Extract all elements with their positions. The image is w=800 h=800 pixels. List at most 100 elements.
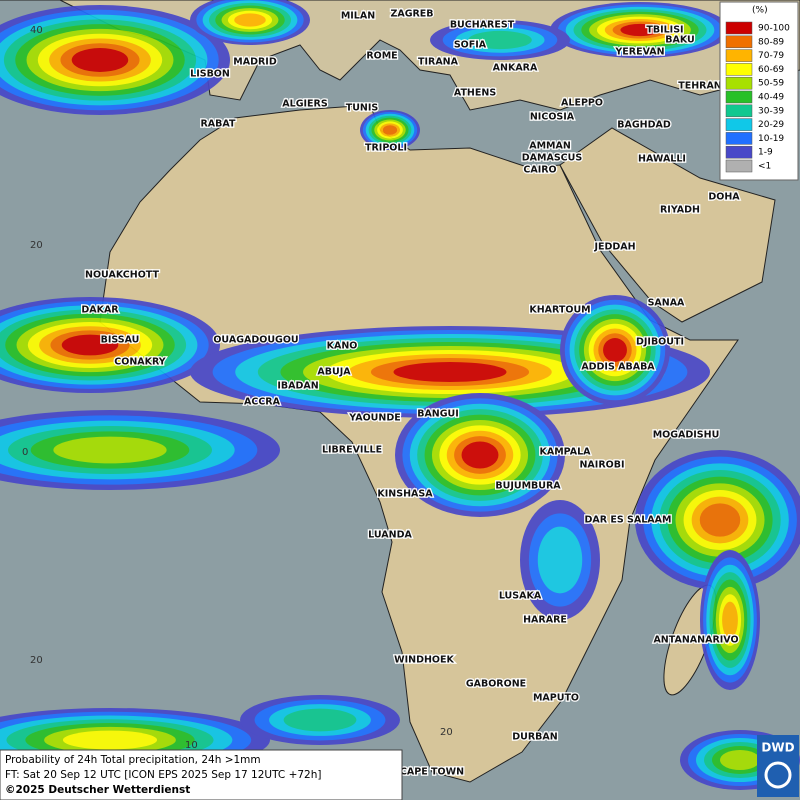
- grid-label: 40: [30, 25, 43, 36]
- legend-label: 30-39: [758, 106, 784, 116]
- legend-label: <1: [758, 162, 771, 172]
- city-label: KAMPALA: [539, 447, 591, 458]
- legend-label: 40-49: [758, 93, 784, 103]
- footer-copyright: ©2025 Deutscher Wetterdienst: [5, 784, 190, 796]
- legend-swatch: [725, 21, 753, 35]
- footer-box: [0, 749, 403, 800]
- city-label: MILAN: [341, 11, 375, 22]
- city-label: RIYADH: [660, 205, 700, 216]
- grid-label: 20: [30, 240, 43, 251]
- legend: (%) 90-100 80-89 70-79 60-69 50-59 40-49 30-39…: [719, 1, 799, 181]
- precip-area: [283, 708, 357, 732]
- city-label: ALGIERS: [282, 99, 328, 110]
- precip-area: [461, 441, 499, 469]
- city-label: JEDDAH: [593, 242, 635, 253]
- legend-label: 1-9: [758, 148, 773, 158]
- precip-area: [468, 30, 532, 50]
- city-label: MAPUTO: [533, 693, 579, 704]
- city-label: TEHRAN: [678, 81, 722, 92]
- city-label: CONAKRY: [114, 357, 166, 368]
- city-label: MOGADISHU: [653, 430, 720, 441]
- city-label: ALEPPO: [561, 98, 603, 109]
- city-label: TRIPOLI: [365, 143, 407, 154]
- city-label: MADRID: [233, 57, 277, 68]
- city-label: DJIBOUTI: [636, 337, 684, 348]
- legend-label: 70-79: [758, 51, 784, 61]
- city-label: BUJUMBURA: [495, 481, 561, 492]
- city-label: TIRANA: [418, 57, 459, 68]
- city-label: GABORONE: [466, 679, 526, 690]
- legend-label: 10-19: [758, 134, 784, 144]
- legend-swatch: [725, 118, 753, 131]
- city-label: AMMAN: [529, 141, 571, 152]
- city-label: KHARTOUM: [529, 305, 590, 316]
- precip-area: [620, 23, 660, 37]
- legend-swatch: [725, 104, 753, 118]
- legend-title: (%): [752, 6, 768, 16]
- legend-swatch: [725, 145, 753, 159]
- city-label: DAR ES SALAAM: [585, 515, 672, 526]
- city-label: NOUAKCHOTT: [85, 270, 159, 281]
- city-label: CAPE TOWN: [400, 767, 464, 778]
- grid-label: 20: [440, 727, 453, 738]
- legend-label: 20-29: [758, 120, 784, 130]
- legend-label: 50-59: [758, 79, 784, 89]
- grid-label: 20: [30, 655, 43, 666]
- city-label: ZAGREB: [390, 9, 433, 20]
- logo-icon: [764, 761, 792, 789]
- grid-label: 10: [185, 740, 198, 751]
- city-label: LIBREVILLE: [322, 445, 382, 456]
- city-label: ANKARA: [493, 63, 538, 74]
- legend-swatch: [725, 35, 753, 49]
- logo: DWD: [757, 735, 799, 797]
- city-label: SOFIA: [454, 40, 487, 51]
- city-label: TUNIS: [346, 103, 379, 114]
- legend-swatch: [725, 49, 753, 62]
- precip-area: [393, 362, 507, 382]
- footer: Probability of 24h Total precipitation, …: [0, 749, 403, 800]
- city-label: ABUJA: [317, 367, 351, 378]
- precip-area: [62, 730, 158, 750]
- precip-area: [71, 48, 129, 72]
- city-label: KANO: [327, 341, 358, 352]
- city-label: LISBON: [190, 69, 230, 80]
- legend-label: 80-89: [758, 37, 784, 47]
- city-label: DOHA: [708, 192, 740, 203]
- city-label: HAWALLI: [638, 154, 686, 165]
- city-label: NICOSIA: [530, 112, 575, 123]
- legend-label: 60-69: [758, 65, 784, 75]
- city-label: RABAT: [200, 119, 236, 130]
- footer-title: Probability of 24h Total precipitation, …: [5, 754, 261, 766]
- city-label: LUSAKA: [499, 591, 542, 602]
- footer-time: FT: Sat 20 Sep 12 UTC [ICON EPS 2025 Sep…: [5, 769, 321, 781]
- precip-area: [722, 601, 738, 639]
- city-label: YAOUNDE: [348, 413, 400, 424]
- city-label: IBADAN: [277, 381, 318, 392]
- city-label: HARARE: [523, 615, 567, 626]
- precip-area: [603, 338, 627, 362]
- precip-area: [382, 125, 398, 135]
- legend-swatch: [725, 159, 753, 173]
- legend-swatch: [725, 132, 753, 145]
- city-label: BAKU: [665, 35, 695, 46]
- city-label: ATHENS: [454, 88, 496, 99]
- city-label: BAGHDAD: [617, 120, 671, 131]
- city-label: BUCHAREST: [450, 20, 515, 31]
- grid-label: 0: [22, 447, 28, 458]
- city-label: ADDIS ABABA: [581, 362, 655, 373]
- precip-area: [720, 750, 760, 770]
- precip-area: [61, 334, 119, 356]
- city-label: WINDHOEK: [394, 655, 454, 666]
- city-label: ROME: [366, 51, 397, 62]
- legend-swatch: [725, 76, 753, 90]
- precip-area: [53, 436, 167, 464]
- city-label: DAKAR: [81, 305, 119, 316]
- city-label: BISSAU: [101, 335, 140, 346]
- city-label: OUAGADOUGOU: [213, 335, 298, 346]
- legend-swatch: [725, 90, 753, 104]
- precip-area: [537, 526, 583, 594]
- legend-label: 90-100: [758, 24, 790, 34]
- city-label: TBILISI: [646, 25, 683, 36]
